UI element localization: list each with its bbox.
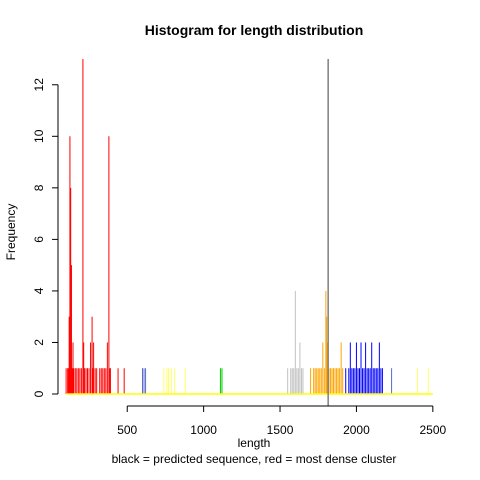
y-tick-label: 10 [32,129,46,143]
x-axis-label: length [238,436,271,450]
x-tick-label: 500 [117,423,137,437]
histogram-bars [65,59,429,394]
y-axis-label: Frequency [4,204,18,261]
x-ticks: 500 1000 1500 2000 2500 [117,406,447,437]
chart-title: Histogram for length distribution [145,22,364,38]
x-tick-label: 1500 [267,423,294,437]
x-tick-label: 2000 [343,423,370,437]
x-tick-label: 1000 [190,423,217,437]
y-tick-label: 4 [32,287,46,294]
x-tick-label: 2500 [419,423,446,437]
chart-subtitle: black = predicted sequence, red = most d… [112,452,397,466]
y-ticks: 0 2 4 6 8 10 12 [32,78,58,397]
y-tick-label: 2 [32,339,46,346]
y-tick-label: 8 [32,184,46,191]
y-tick-label: 0 [32,390,46,397]
y-tick-label: 6 [32,236,46,243]
y-tick-label: 12 [32,78,46,92]
x-axis: 500 1000 1500 2000 2500 [117,405,447,437]
y-axis: 0 2 4 6 8 10 12 [32,78,59,397]
